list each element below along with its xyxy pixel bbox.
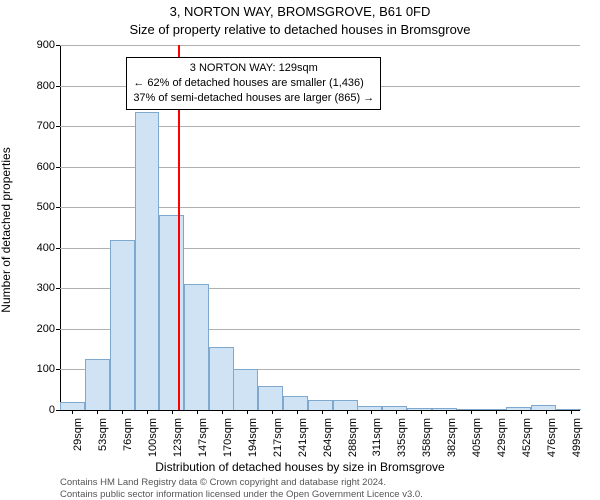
y-tick-label: 300 (15, 282, 55, 294)
x-tick-mark (172, 410, 173, 414)
x-tick-label: 29sqm (72, 418, 84, 451)
x-tick-mark (322, 410, 323, 414)
credits: Contains HM Land Registry data © Crown c… (60, 477, 423, 500)
x-axis-label: Distribution of detached houses by size … (0, 460, 600, 474)
histogram-bar (233, 369, 258, 410)
x-tick-label: 100sqm (147, 418, 159, 457)
y-tick-mark (56, 207, 60, 208)
x-tick-label: 429sqm (496, 418, 508, 457)
y-tick-label: 800 (15, 80, 55, 92)
x-tick-mark (347, 410, 348, 414)
x-tick-label: 123sqm (172, 418, 184, 457)
x-tick-label: 405sqm (471, 418, 483, 457)
annotation-line: 3 NORTON WAY: 129sqm (133, 61, 374, 76)
x-tick-label: 217sqm (272, 418, 284, 457)
x-tick-mark (521, 410, 522, 414)
x-tick-label: 311sqm (371, 418, 383, 456)
x-tick-mark (546, 410, 547, 414)
histogram-bar (135, 112, 160, 410)
x-tick-label: 499sqm (571, 418, 583, 457)
histogram-bar (333, 400, 358, 410)
credits-line1: Contains HM Land Registry data © Crown c… (60, 477, 423, 488)
x-tick-label: 288sqm (347, 418, 359, 457)
x-tick-mark (421, 410, 422, 414)
y-tick-mark (56, 126, 60, 127)
x-tick-mark (97, 410, 98, 414)
x-tick-mark (247, 410, 248, 414)
y-tick-label: 900 (15, 39, 55, 51)
x-tick-mark (371, 410, 372, 414)
x-tick-label: 264sqm (322, 418, 334, 457)
x-tick-label: 147sqm (197, 418, 209, 457)
histogram-bar (209, 347, 234, 410)
y-tick-label: 100 (15, 363, 55, 375)
chart-container: 3, NORTON WAY, BROMSGROVE, B61 0FD Size … (0, 0, 600, 500)
x-tick-mark (222, 410, 223, 414)
y-tick-label: 0 (15, 404, 55, 416)
x-tick-mark (396, 410, 397, 414)
y-tick-mark (56, 369, 60, 370)
x-tick-mark (197, 410, 198, 414)
x-axis-line (60, 410, 580, 411)
x-tick-mark (496, 410, 497, 414)
x-tick-mark (72, 410, 73, 414)
x-tick-mark (122, 410, 123, 414)
histogram-bar (283, 396, 308, 410)
x-tick-mark (471, 410, 472, 414)
gridline (60, 45, 580, 46)
credits-line2: Contains public sector information licen… (60, 489, 423, 500)
annotation-line: ← 62% of detached houses are smaller (1,… (133, 76, 374, 91)
y-tick-label: 400 (15, 242, 55, 254)
title-address: 3, NORTON WAY, BROMSGROVE, B61 0FD (0, 4, 600, 19)
x-tick-mark (446, 410, 447, 414)
x-tick-label: 194sqm (247, 418, 259, 457)
y-axis-label: Number of detached properties (0, 147, 13, 312)
y-tick-label: 500 (15, 201, 55, 213)
x-tick-label: 382sqm (446, 418, 458, 457)
y-tick-mark (56, 248, 60, 249)
histogram-bar (258, 386, 283, 410)
histogram-bar (60, 402, 85, 410)
y-tick-mark (56, 329, 60, 330)
x-tick-label: 358sqm (421, 418, 433, 457)
y-tick-mark (56, 86, 60, 87)
annotation-line: 37% of semi-detached houses are larger (… (133, 91, 374, 106)
x-tick-label: 452sqm (521, 418, 533, 457)
x-tick-mark (297, 410, 298, 414)
x-tick-mark (272, 410, 273, 414)
x-tick-label: 170sqm (222, 418, 234, 457)
y-tick-mark (56, 45, 60, 46)
histogram-bar (184, 284, 209, 410)
y-tick-mark (56, 288, 60, 289)
histogram-bar (110, 240, 135, 410)
x-tick-mark (147, 410, 148, 414)
x-tick-label: 335sqm (396, 418, 408, 457)
histogram-bar (85, 359, 110, 410)
x-tick-label: 53sqm (97, 418, 109, 451)
y-tick-label: 600 (15, 161, 55, 173)
plot-area: 3 NORTON WAY: 129sqm← 62% of detached ho… (60, 45, 580, 410)
y-tick-label: 200 (15, 323, 55, 335)
x-tick-label: 476sqm (546, 418, 558, 457)
histogram-bar (308, 400, 333, 410)
y-tick-label: 700 (15, 120, 55, 132)
x-tick-label: 241sqm (297, 418, 309, 457)
x-tick-label: 76sqm (122, 418, 134, 451)
x-tick-mark (571, 410, 572, 414)
y-tick-mark (56, 167, 60, 168)
annotation-box: 3 NORTON WAY: 129sqm← 62% of detached ho… (126, 57, 381, 110)
title-subtitle: Size of property relative to detached ho… (0, 22, 600, 37)
